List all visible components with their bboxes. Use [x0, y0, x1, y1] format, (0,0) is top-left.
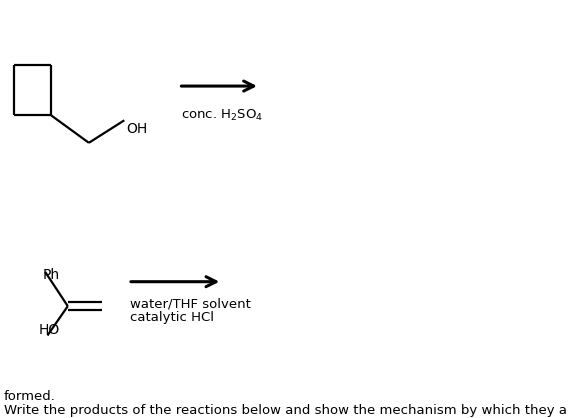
Text: Write the products of the reactions below and show the mechanism by which they a: Write the products of the reactions belo… [4, 404, 568, 417]
Text: conc. H$_2$SO$_4$: conc. H$_2$SO$_4$ [181, 107, 263, 123]
Text: formed.: formed. [4, 390, 56, 403]
Text: HO: HO [39, 324, 60, 337]
Text: water/THF solvent: water/THF solvent [130, 297, 250, 310]
Text: Ph: Ph [42, 268, 59, 282]
Text: OH: OH [127, 122, 148, 136]
Text: catalytic HCl: catalytic HCl [130, 311, 214, 324]
